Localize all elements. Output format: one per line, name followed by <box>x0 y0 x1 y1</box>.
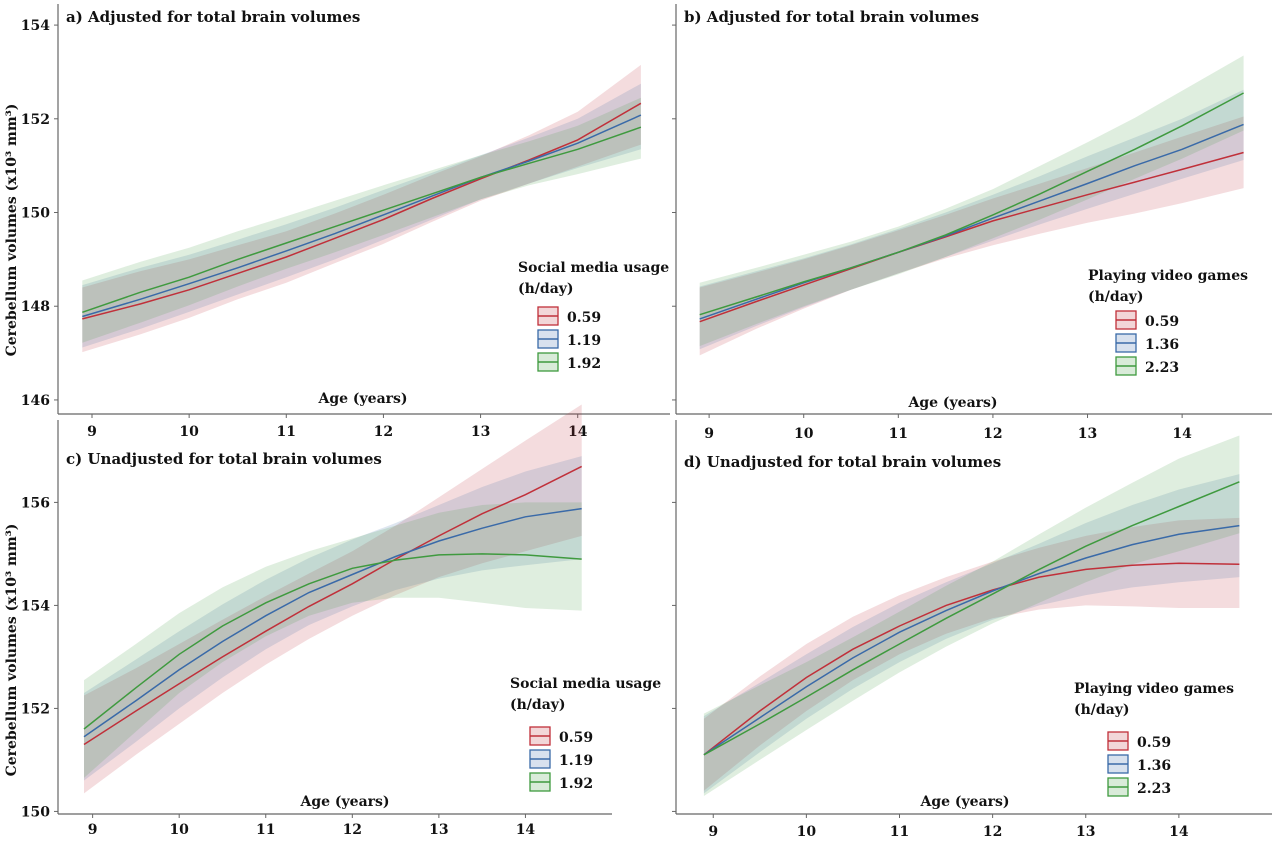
x-tick-label: 10 <box>794 426 814 442</box>
y-tick-label: 154 <box>21 598 50 614</box>
legend: Social media usage (h/day) 0.59 1.19 1.92 <box>518 260 669 372</box>
x-tick-label: 11 <box>277 424 296 440</box>
legend-label-1-19: 1.19 <box>559 753 593 769</box>
x-tick-label: 10 <box>179 424 199 440</box>
legend-label-0-59: 0.59 <box>1137 735 1171 751</box>
x-tick-label: 14 <box>568 424 588 440</box>
y-axis-label-bottom: Cerebellum volumes (x10³ mm³) <box>4 524 20 777</box>
legend-label-1-19: 1.19 <box>567 333 601 349</box>
y-tick-label: 150 <box>21 206 50 222</box>
x-axis-label: Age (years) <box>919 794 1009 810</box>
series-line-0-59 <box>82 102 642 320</box>
x-tick-label: 11 <box>890 824 909 840</box>
legend-label-1-36: 1.36 <box>1137 758 1171 774</box>
legend: Playing video games (h/day) 0.59 1.36 2.23 <box>1088 268 1248 376</box>
x-tick-label: 12 <box>343 822 362 838</box>
panel-c: 9 10 11 12 13 14 150 152 154 156 c) Unadjusted for… <box>21 404 661 838</box>
x-tick-label: 14 <box>1169 824 1189 840</box>
series-line-0-59 <box>703 562 1240 756</box>
y-tick-label: 148 <box>21 299 50 315</box>
panel-title: c) Unadjusted for total brain volumes <box>66 450 382 468</box>
legend-label-1-36: 1.36 <box>1145 337 1179 353</box>
series-line-0-59 <box>83 465 583 746</box>
legend-title: Social media usage (h/day) <box>518 260 669 297</box>
legend-label-1-92: 1.92 <box>567 356 601 372</box>
x-tick-label: 13 <box>429 822 448 838</box>
series-line-0-59 <box>699 151 1244 323</box>
x-tick-label: 9 <box>708 824 718 840</box>
legend-label-0-59: 0.59 <box>1145 314 1179 330</box>
ci-band-0-59 <box>82 64 641 353</box>
legend-title: Playing video games (h/day) <box>1088 268 1248 305</box>
panel-b: 9 10 11 12 13 14 b) Adjusted for total brain v… <box>672 4 1272 442</box>
ci-band-0-59 <box>703 517 1240 791</box>
x-tick-label: 12 <box>983 426 1002 442</box>
y-tick-label: 156 <box>21 495 50 511</box>
legend-title: Social media usage (h/day) <box>510 676 661 713</box>
legend-label-0-59: 0.59 <box>559 730 593 746</box>
legend-title: Playing video games (h/day) <box>1074 681 1234 718</box>
y-tick-label: 150 <box>21 804 50 820</box>
legend-label-2-23: 2.23 <box>1145 360 1179 376</box>
y-tick-label: 152 <box>21 701 50 717</box>
ci-band-1-92 <box>82 97 641 343</box>
legend-label-1-92: 1.92 <box>559 776 593 792</box>
ci-band-0-59 <box>84 404 582 794</box>
x-tick-label: 13 <box>1076 824 1095 840</box>
legend-label-0-59: 0.59 <box>567 310 601 326</box>
series-line-2-23 <box>703 481 1240 756</box>
panel-a: 9 10 11 12 13 14 146 148 150 152 154 a) Adjusted fo… <box>21 4 670 440</box>
x-tick-label: 9 <box>704 426 714 442</box>
x-tick-label: 9 <box>88 822 98 838</box>
y-tick-label: 154 <box>21 18 50 34</box>
x-tick-label: 9 <box>87 424 97 440</box>
ci-band-1-92 <box>84 502 582 778</box>
x-tick-label: 10 <box>169 822 189 838</box>
x-axis-label: Age (years) <box>317 391 407 407</box>
legend: Playing video games (h/day) 0.59 1.36 2.23 <box>1074 681 1234 797</box>
legend: Social media usage (h/day) 0.59 1.19 1.92 <box>510 676 661 792</box>
series-line-1-36 <box>703 524 1240 756</box>
x-axis-label: Age (years) <box>299 794 389 810</box>
series-line-1-92 <box>83 553 582 730</box>
series-line-1-19 <box>82 114 642 318</box>
legend-label-2-23: 2.23 <box>1137 781 1171 797</box>
series-line-1-92 <box>82 126 642 314</box>
x-tick-label: 11 <box>256 822 275 838</box>
panel-title: d) Unadjusted for total brain volumes <box>684 453 1001 471</box>
x-tick-label: 13 <box>471 424 490 440</box>
ci-band-2-23 <box>703 435 1240 796</box>
x-tick-label: 14 <box>516 822 536 838</box>
x-tick-label: 10 <box>797 824 817 840</box>
x-tick-label: 12 <box>983 824 1002 840</box>
series-line-2-23 <box>699 92 1244 316</box>
panel-d: 9 10 11 12 13 14 d) Unadjusted for total brain… <box>672 420 1272 840</box>
x-tick-label: 13 <box>1078 426 1097 442</box>
ci-band-1-36 <box>703 474 1240 794</box>
y-tick-label: 152 <box>21 112 50 128</box>
ci-band-1-19 <box>84 456 582 781</box>
series-line-1-36 <box>699 123 1244 320</box>
panel-title: b) Adjusted for total brain volumes <box>684 8 979 26</box>
y-tick-label: 146 <box>21 393 50 409</box>
x-tick-label: 12 <box>374 424 393 440</box>
ci-band-1-36 <box>699 89 1244 350</box>
panel-title: a) Adjusted for total brain volumes <box>66 8 360 26</box>
series-line-1-19 <box>83 507 582 738</box>
x-tick-label: 11 <box>889 426 908 442</box>
x-tick-label: 14 <box>1172 426 1192 442</box>
y-axis-label-top: Cerebellum volumes (x10³ mm³) <box>4 104 20 357</box>
x-axis-label: Age (years) <box>907 395 997 411</box>
ci-band-1-19 <box>82 83 641 348</box>
